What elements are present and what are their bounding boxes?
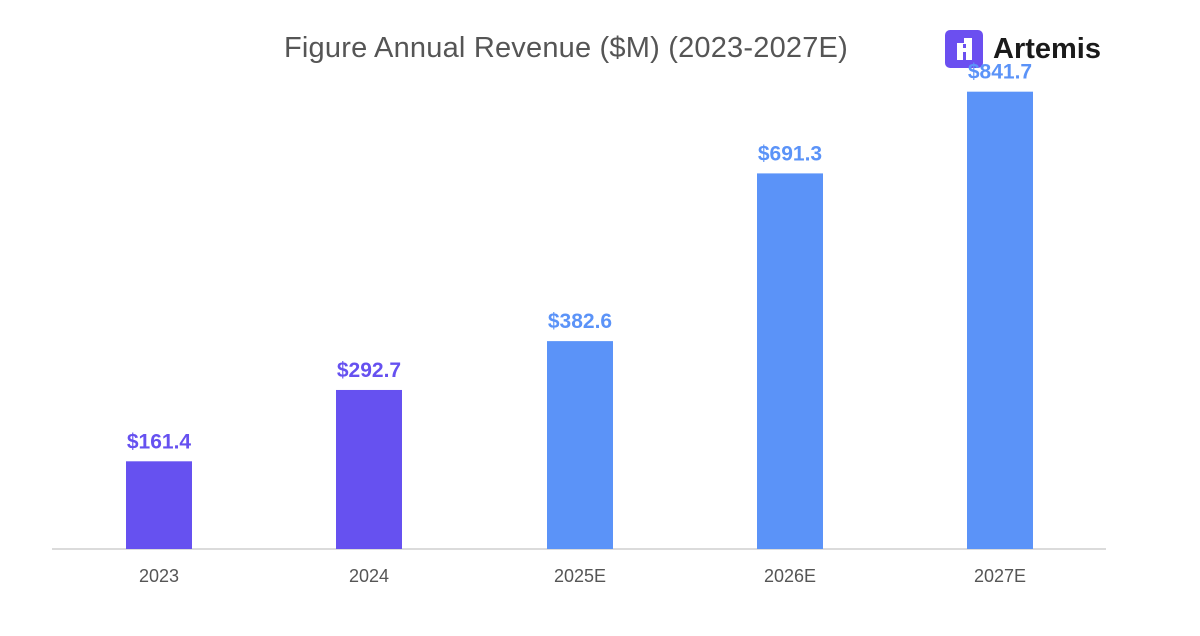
brand-name: Artemis xyxy=(993,32,1101,65)
bar-2024 xyxy=(336,389,402,549)
category-label-2023: 2023 xyxy=(139,566,179,586)
brand: Artemis xyxy=(945,30,1101,68)
category-labels-group: 2023 2024 2025E 2026E 2027E xyxy=(139,566,1026,586)
bar-2027e xyxy=(967,91,1033,549)
value-label-2025e: $382.6 xyxy=(548,310,612,333)
category-label-2027e: 2027E xyxy=(974,566,1026,586)
bar-2025e xyxy=(547,341,613,549)
category-label-2025e: 2025E xyxy=(554,566,606,586)
chart-title: Figure Annual Revenue ($M) (2023-2027E) xyxy=(284,32,848,64)
value-label-2023: $161.4 xyxy=(127,430,192,453)
value-label-2024: $292.7 xyxy=(337,359,401,382)
bars-group xyxy=(126,91,1033,549)
value-label-2027e: $841.7 xyxy=(968,61,1032,84)
bar-2023 xyxy=(126,461,192,549)
bar-2026e xyxy=(757,173,823,549)
value-label-2026e: $691.3 xyxy=(758,142,822,165)
artemis-logo-icon xyxy=(945,30,983,68)
category-label-2024: 2024 xyxy=(349,566,389,586)
value-labels-group: $161.4 $292.7 $382.6 $691.3 $841.7 xyxy=(127,61,1032,454)
category-label-2026e: 2026E xyxy=(764,566,816,586)
